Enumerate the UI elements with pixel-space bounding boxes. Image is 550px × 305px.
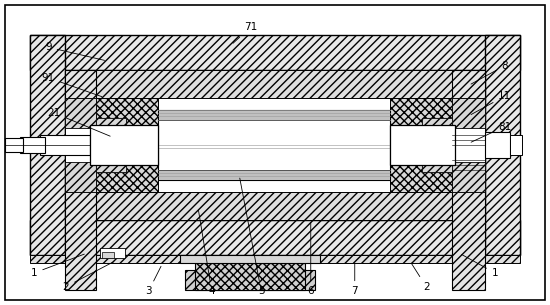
Text: 81: 81	[471, 122, 512, 142]
Text: 11: 11	[471, 91, 512, 115]
Text: 9: 9	[45, 42, 104, 60]
Bar	[40, 135, 90, 155]
Text: 1: 1	[31, 254, 84, 278]
Bar	[20, 137, 45, 153]
Bar	[30, 255, 520, 263]
Bar	[422, 118, 452, 128]
Bar	[102, 252, 114, 258]
Text: 3: 3	[145, 266, 161, 296]
Bar	[30, 35, 520, 70]
Bar	[158, 110, 390, 120]
Bar	[30, 220, 520, 255]
Bar	[390, 140, 452, 192]
Bar	[65, 70, 485, 220]
Bar	[65, 70, 96, 290]
Text: 2: 2	[63, 262, 113, 292]
Bar	[96, 118, 126, 128]
Text: 4: 4	[199, 210, 215, 296]
Text: 2: 2	[411, 263, 430, 292]
Bar	[5, 138, 23, 152]
Bar	[452, 98, 485, 128]
Bar	[100, 248, 125, 258]
Bar	[158, 170, 390, 180]
Text: 91: 91	[42, 73, 102, 97]
Bar	[185, 270, 315, 290]
Bar	[90, 125, 158, 165]
Bar	[65, 98, 96, 128]
Text: 7: 7	[351, 264, 358, 296]
Bar	[422, 118, 452, 172]
Text: 5: 5	[240, 178, 265, 296]
Bar	[180, 255, 320, 263]
Bar	[452, 98, 485, 192]
Bar	[65, 162, 96, 192]
Bar	[158, 110, 390, 180]
Text: 8: 8	[471, 61, 508, 84]
Bar	[96, 162, 126, 172]
Bar	[96, 118, 126, 172]
Text: 21: 21	[47, 108, 110, 136]
Text: 71: 71	[233, 23, 257, 43]
Bar	[390, 98, 452, 150]
Bar	[452, 70, 485, 290]
Bar	[195, 263, 305, 290]
Text: 6: 6	[307, 222, 314, 296]
Bar	[422, 162, 452, 172]
Bar	[485, 35, 520, 255]
Bar	[390, 125, 455, 165]
Bar	[30, 35, 65, 255]
Bar	[452, 162, 485, 192]
Bar	[65, 70, 485, 98]
Bar	[510, 135, 522, 155]
Bar	[485, 132, 510, 158]
Text: 1: 1	[461, 254, 498, 278]
Bar	[65, 98, 96, 192]
Bar	[96, 98, 158, 150]
Bar	[65, 192, 485, 220]
Bar	[96, 140, 158, 192]
